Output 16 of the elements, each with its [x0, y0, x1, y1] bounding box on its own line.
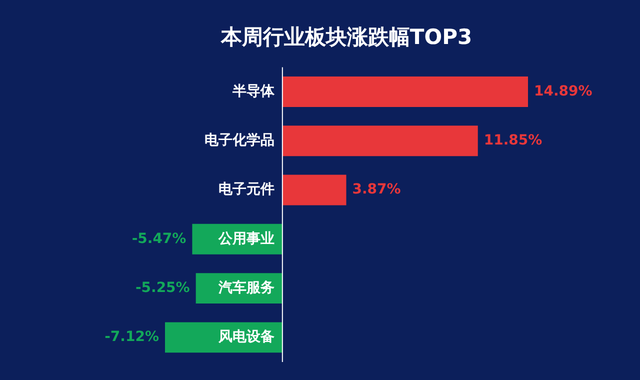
y-tick-label: 电子元件 [218, 182, 274, 198]
y-tick-label: 电子化学品 [204, 132, 274, 149]
data-label: 14.89% [534, 83, 592, 100]
y-tick-label: 风电设备 [217, 329, 274, 346]
data-label: 3.87% [352, 182, 401, 198]
bar [282, 76, 528, 107]
y-tick-label: 半导体 [231, 83, 276, 100]
bar [282, 174, 346, 206]
data-label: -5.25% [135, 280, 190, 296]
chart-title: 本周行业板块涨跌幅TOP3 [220, 25, 472, 50]
y-tick-label: 公用事业 [217, 230, 274, 247]
bar [282, 126, 478, 156]
y-tick-label: 汽车服务 [217, 278, 274, 296]
data-label: 11.85% [484, 132, 542, 149]
data-label: -5.47% [132, 230, 186, 247]
data-label: -7.12% [104, 329, 159, 346]
